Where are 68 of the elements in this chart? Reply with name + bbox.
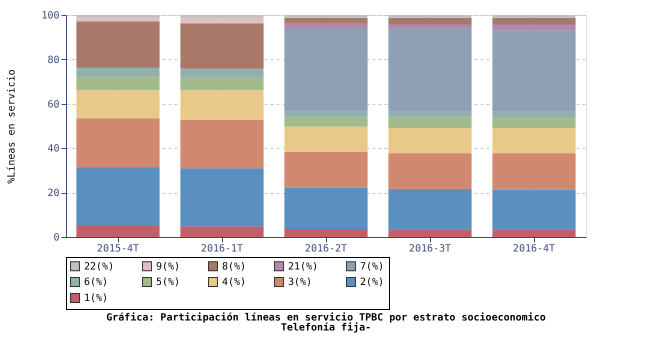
legend-label: 3(%) xyxy=(288,277,312,288)
bar xyxy=(284,152,368,188)
legend-label: 6(%) xyxy=(84,277,108,288)
bar xyxy=(180,68,264,78)
bar xyxy=(492,24,576,30)
bar xyxy=(284,188,368,230)
bar xyxy=(180,90,264,120)
x-tick-label: 2016-4T xyxy=(512,244,556,254)
bar xyxy=(76,76,160,90)
y-tick-label: 80 xyxy=(47,54,60,66)
legend-label: 5(%) xyxy=(156,277,180,288)
bar xyxy=(284,28,368,110)
y-axis-title: %Líneas en servicio xyxy=(6,69,18,184)
bar xyxy=(388,24,472,29)
bar xyxy=(492,112,576,118)
legend-label: 22(%) xyxy=(84,261,114,272)
legend-label: 21(%) xyxy=(288,261,318,272)
bar xyxy=(388,112,472,118)
bar xyxy=(492,30,576,112)
text: Gráfica: Participación líneas en servicio TPBC por estrato socioeconomico xyxy=(106,312,546,324)
bar xyxy=(180,18,264,24)
legend-label: 8(%) xyxy=(222,261,246,272)
bar xyxy=(492,153,576,190)
bar xyxy=(492,230,576,237)
bar xyxy=(180,78,264,90)
bar xyxy=(76,68,160,77)
bar xyxy=(284,126,368,152)
x-tick-label: 2015-4T xyxy=(96,244,140,254)
bar xyxy=(388,128,472,154)
bar xyxy=(388,188,472,230)
x-tick-label: 2016-1T xyxy=(200,244,244,254)
bar xyxy=(180,120,264,168)
bar xyxy=(284,18,368,24)
x-tick-label: 2016-2T xyxy=(304,244,348,254)
y-tick-label: 20 xyxy=(47,188,60,200)
bar xyxy=(180,226,264,237)
legend-label: 9(%) xyxy=(156,261,180,272)
bar xyxy=(388,117,472,128)
bar xyxy=(180,168,264,226)
bar xyxy=(284,110,368,118)
bar xyxy=(388,230,472,237)
bar xyxy=(284,24,368,29)
bar xyxy=(284,117,368,127)
legend-label: 7(%) xyxy=(360,261,384,272)
y-tick-label: 100 xyxy=(41,10,60,22)
bar xyxy=(76,90,160,118)
bar xyxy=(180,23,264,69)
bar xyxy=(76,168,160,226)
legend-label: 2(%) xyxy=(360,277,384,288)
bar xyxy=(492,118,576,128)
x-tick-label: 2016-3T xyxy=(408,244,452,254)
bar xyxy=(492,18,576,25)
bar xyxy=(492,128,576,154)
bar xyxy=(492,190,576,230)
bar xyxy=(388,18,472,25)
bar xyxy=(76,18,160,22)
bar xyxy=(388,153,472,189)
legend-label: 1(%) xyxy=(84,293,108,304)
bar xyxy=(76,21,160,68)
bar xyxy=(76,118,160,168)
legend-label: 4(%) xyxy=(222,277,246,288)
bar xyxy=(388,28,472,112)
bar xyxy=(284,229,368,237)
text: Telefonía fija- xyxy=(280,322,372,334)
y-tick-label: 0 xyxy=(53,232,60,244)
y-tick-label: 40 xyxy=(47,144,60,155)
y-tick-label: 60 xyxy=(47,99,60,110)
bar xyxy=(76,225,160,237)
